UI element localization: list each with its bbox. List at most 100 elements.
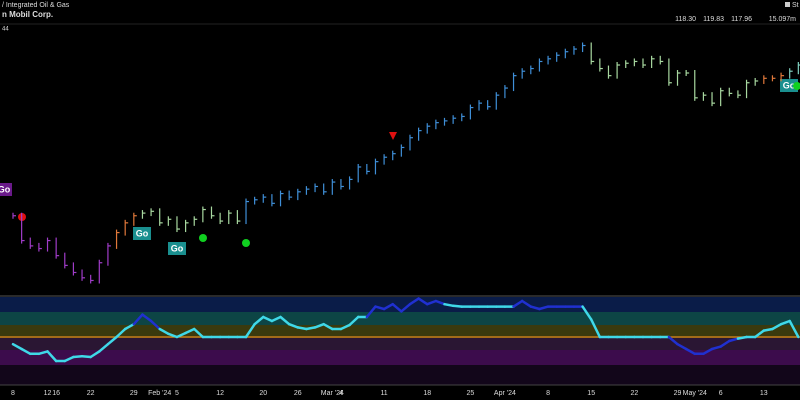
oscillator-segment xyxy=(779,319,791,326)
oscillator-segment xyxy=(184,327,196,335)
oscillator-segment xyxy=(149,319,161,331)
band xyxy=(0,312,800,325)
oscillator-segment xyxy=(72,354,84,359)
x-tick-label: 25 xyxy=(466,390,474,397)
oscillator-segment xyxy=(365,305,377,319)
oscillator-segment xyxy=(89,350,101,359)
x-tick-label: 16 xyxy=(52,390,60,397)
oscillator-segment xyxy=(684,347,697,356)
oscillator-segment xyxy=(279,315,291,326)
oscillator-segment xyxy=(37,350,49,356)
oscillator-segment xyxy=(167,332,179,339)
oscillator-segment xyxy=(244,322,256,339)
oscillator-segment xyxy=(762,327,774,332)
x-tick-label: 5 xyxy=(175,390,179,397)
oscillator-segment xyxy=(123,322,136,331)
oscillator-segment xyxy=(702,347,714,356)
oscillator-segment xyxy=(520,299,533,308)
x-tick-label: 20 xyxy=(259,390,267,397)
oscillator-segment xyxy=(736,335,748,340)
x-tick-label: 12 xyxy=(44,390,52,397)
label-box xyxy=(168,242,186,255)
label-box xyxy=(133,227,151,240)
x-tick-label: 12 xyxy=(216,390,224,397)
oscillator-segment xyxy=(529,305,541,311)
oscillator-segment xyxy=(115,327,127,339)
x-tick-label: 29 xyxy=(130,390,138,397)
quote-low: 117.96 xyxy=(731,16,752,23)
oscillator-segment xyxy=(676,342,688,351)
band xyxy=(0,338,800,350)
oscillator-segment xyxy=(512,299,524,308)
oscillator-segment xyxy=(417,297,429,306)
x-tick-label: 15 xyxy=(587,390,595,397)
oscillator-segment xyxy=(175,331,187,339)
oscillator-segment xyxy=(46,350,58,363)
oscillator-segment xyxy=(771,322,783,331)
x-tick-label: 29 xyxy=(674,390,682,397)
oscillator-segment xyxy=(296,326,308,331)
oscillator-segment xyxy=(253,315,265,326)
x-tick-label: 22 xyxy=(87,390,95,397)
go-label: Go xyxy=(136,228,149,238)
band xyxy=(0,350,800,365)
oscillator-segment xyxy=(132,313,144,326)
sector: / Integrated Oil & Gas xyxy=(2,2,70,9)
oscillator-segment xyxy=(11,342,23,351)
x-tick-label: 26 xyxy=(294,390,302,397)
go-label: Go xyxy=(171,243,184,253)
oscillator-segment xyxy=(374,305,386,311)
oscillator-segment xyxy=(348,315,360,327)
oscillator-segment xyxy=(667,335,679,346)
oscillator-segment xyxy=(262,315,274,323)
x-tick-label: Apr '24 xyxy=(494,390,516,397)
oscillator-segment xyxy=(192,327,205,339)
band xyxy=(0,325,800,338)
oscillator-segment xyxy=(20,347,32,356)
band xyxy=(0,365,800,385)
oscillator-segment xyxy=(581,305,593,321)
quote-open: 118.30 xyxy=(675,16,696,23)
oscillator-segment xyxy=(400,302,412,313)
x-tick-label: 13 xyxy=(760,390,768,397)
oscillator-segment xyxy=(425,299,438,306)
oscillator-segment xyxy=(339,323,351,331)
oscillator-segment xyxy=(719,339,731,348)
x-tick-label: 8 xyxy=(546,390,550,397)
oscillator-segment xyxy=(391,302,403,313)
oscillator-segment xyxy=(451,304,464,308)
oscillator-segment xyxy=(382,302,394,311)
oscillator-segment xyxy=(270,315,282,323)
signal-triangle xyxy=(389,132,397,140)
quote-high: 119.83 xyxy=(703,16,724,23)
x-tick-label: 6 xyxy=(719,390,723,397)
oscillator-segment xyxy=(408,297,420,306)
x-tick-label: 22 xyxy=(630,390,638,397)
x-tick-label: 18 xyxy=(423,390,431,397)
oscillator-segment xyxy=(287,322,300,329)
x-tick-label: Mar '24 xyxy=(321,390,344,397)
oscillator-segment xyxy=(141,313,153,323)
x-tick-label: 11 xyxy=(380,390,387,397)
label-box xyxy=(0,183,12,196)
oscillator-segment xyxy=(80,354,92,359)
band xyxy=(0,297,800,312)
oscillator-segment xyxy=(753,329,766,339)
oscillator-segment xyxy=(443,302,455,308)
oscillator-segment xyxy=(98,342,110,353)
x-tick-label: May '24 xyxy=(683,390,707,397)
oscillator-segment xyxy=(434,299,446,306)
oscillator-segment xyxy=(788,319,800,339)
oscillator-segment xyxy=(313,322,325,329)
oscillator-segment xyxy=(158,327,170,336)
oscillator-segment xyxy=(589,318,602,339)
signal-dot xyxy=(199,234,207,242)
corner-label: 44 xyxy=(2,27,9,33)
badge: St xyxy=(792,2,799,9)
oscillator-segment xyxy=(63,355,75,363)
x-tick-label: Feb '24 xyxy=(148,390,171,397)
oscillator-segment xyxy=(322,322,334,331)
icon xyxy=(785,2,790,7)
